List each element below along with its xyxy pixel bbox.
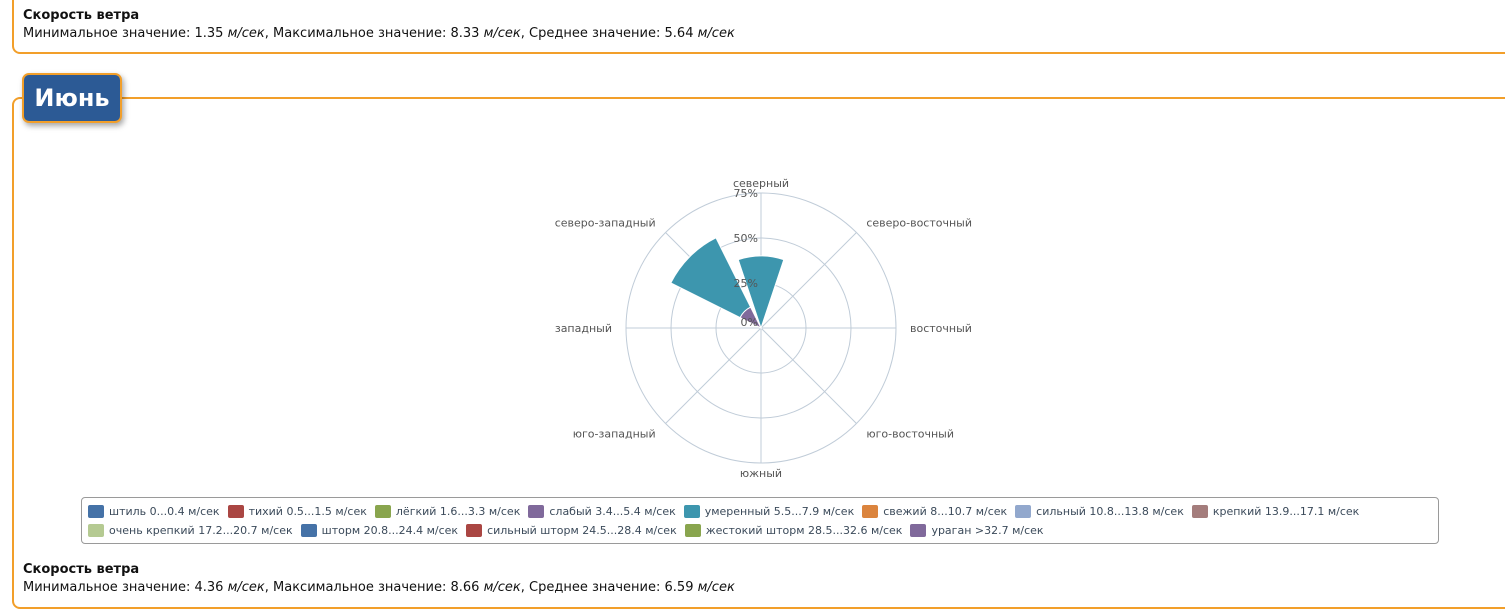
top-min-label: Минимальное значение: — [23, 26, 195, 41]
legend-item[interactable]: умеренный 5.5...7.9 м/сек — [683, 504, 855, 518]
legend-row: очень крепкий 17.2...20.7 м/сек шторм 20.… — [88, 521, 1430, 539]
legend-item[interactable]: тихий 0.5...1.5 м/сек — [227, 504, 367, 518]
legend-label: свежий 8...10.7 м/сек — [883, 504, 1008, 518]
legend-label: лёгкий 1.6...3.3 м/сек — [395, 504, 521, 518]
direction-label: южный — [740, 467, 782, 480]
legend-item[interactable]: свежий 8...10.7 м/сек — [862, 504, 1008, 518]
legend-item[interactable]: шторм 20.8...24.4 м/сек — [300, 523, 459, 537]
legend-label: умеренный 5.5...7.9 м/сек — [704, 504, 855, 518]
top-avg-label: , Среднее значение: — [520, 26, 665, 41]
legend-swatch — [862, 504, 879, 518]
direction-label: северный — [733, 177, 789, 190]
legend-swatch — [88, 504, 104, 518]
radial-tick-label: 25% — [734, 277, 758, 290]
legend-swatch — [374, 504, 391, 518]
direction-label: юго-восточный — [866, 427, 954, 440]
direction-label: западный — [555, 322, 612, 335]
legend-item[interactable]: крепкий 13.9...17.1 м/сек — [1191, 504, 1360, 518]
bottom-max-unit: м/сек — [483, 580, 521, 595]
legend-label: ураган >32.7 м/сек — [931, 523, 1044, 537]
legend-swatch — [528, 504, 545, 518]
legend-swatch — [1191, 504, 1208, 518]
bottom-max-value: 8.66 — [450, 580, 480, 595]
top-max-value: 8.33 — [450, 26, 480, 41]
legend-label: тихий 0.5...1.5 м/сек — [248, 504, 367, 518]
radial-tick-label: 0% — [741, 316, 758, 329]
legend-label: шторм 20.8...24.4 м/сек — [321, 523, 459, 537]
legend-item[interactable]: очень крепкий 17.2...20.7 м/сек — [88, 523, 293, 537]
legend-swatch — [466, 523, 483, 537]
top-stats-title: Скорость ветра — [23, 8, 140, 23]
rose-sector[interactable] — [737, 255, 785, 330]
legend-item[interactable]: сильный шторм 24.5...28.4 м/сек — [466, 523, 677, 537]
legend-item[interactable]: лёгкий 1.6...3.3 м/сек — [374, 504, 521, 518]
legend-item[interactable]: штиль 0...0.4 м/сек — [88, 504, 220, 518]
legend-swatch — [910, 523, 927, 537]
legend-swatch — [683, 504, 700, 518]
legend-swatch — [684, 523, 701, 537]
direction-label: восточный — [910, 322, 972, 335]
top-panel — [12, 0, 1505, 54]
month-panel — [12, 97, 1505, 609]
legend-label: штиль 0...0.4 м/сек — [109, 504, 220, 518]
legend-swatch — [227, 504, 244, 518]
legend-label: очень крепкий 17.2...20.7 м/сек — [109, 523, 293, 537]
radial-tick-label: 75% — [734, 187, 758, 200]
top-max-unit: м/сек — [483, 26, 521, 41]
legend-swatch — [300, 523, 317, 537]
legend-item[interactable]: ураган >32.7 м/сек — [910, 523, 1044, 537]
legend-row: штиль 0...0.4 м/сек тихий 0.5...1.5 м/сек… — [88, 502, 1430, 520]
top-min-value: 1.35 — [194, 26, 224, 41]
legend-item[interactable]: слабый 3.4...5.4 м/сек — [528, 504, 676, 518]
direction-label: северо-западный — [555, 217, 656, 230]
bottom-wind-stats: Скорость ветра Минимальное значение: 4.3… — [23, 561, 735, 597]
legend-label: сильный 10.8...13.8 м/сек — [1036, 504, 1184, 518]
rose-sector[interactable] — [670, 237, 752, 319]
bottom-avg-unit: м/сек — [697, 580, 735, 595]
top-min-unit: м/сек — [227, 26, 265, 41]
bottom-stats-title: Скорость ветра — [23, 562, 140, 577]
top-max-label: , Максимальное значение: — [264, 26, 451, 41]
legend-label: сильный шторм 24.5...28.4 м/сек — [487, 523, 677, 537]
legend-label: крепкий 13.9...17.1 м/сек — [1212, 504, 1360, 518]
direction-label: юго-западный — [573, 427, 656, 440]
month-title-tab: Июнь — [22, 73, 122, 123]
legend-item[interactable]: жестокий шторм 28.5...32.6 м/сек — [684, 523, 903, 537]
top-avg-value: 5.64 — [664, 26, 694, 41]
legend-label: слабый 3.4...5.4 м/сек — [549, 504, 676, 518]
direction-label: северо-восточный — [866, 217, 972, 230]
bottom-max-label: , Максимальное значение: — [264, 580, 451, 595]
bottom-min-value: 4.36 — [194, 580, 224, 595]
legend-label: жестокий шторм 28.5...32.6 м/сек — [705, 523, 903, 537]
grid-spoke — [760, 327, 857, 424]
legend-item[interactable]: сильный 10.8...13.8 м/сек — [1015, 504, 1184, 518]
bottom-avg-label: , Среднее значение: — [520, 580, 665, 595]
top-wind-stats: Скорость ветра Минимальное значение: 1.3… — [23, 7, 735, 43]
chart-legend: штиль 0...0.4 м/сек тихий 0.5...1.5 м/сек… — [81, 497, 1439, 544]
bottom-min-unit: м/сек — [227, 580, 265, 595]
bottom-min-label: Минимальное значение: — [23, 580, 195, 595]
legend-swatch — [88, 523, 104, 537]
legend-swatch — [1015, 504, 1032, 518]
radial-tick-label: 50% — [734, 232, 758, 245]
grid-spoke — [665, 327, 762, 424]
top-avg-unit: м/сек — [697, 26, 735, 41]
bottom-avg-value: 6.59 — [664, 580, 694, 595]
grid-spoke — [760, 232, 857, 329]
